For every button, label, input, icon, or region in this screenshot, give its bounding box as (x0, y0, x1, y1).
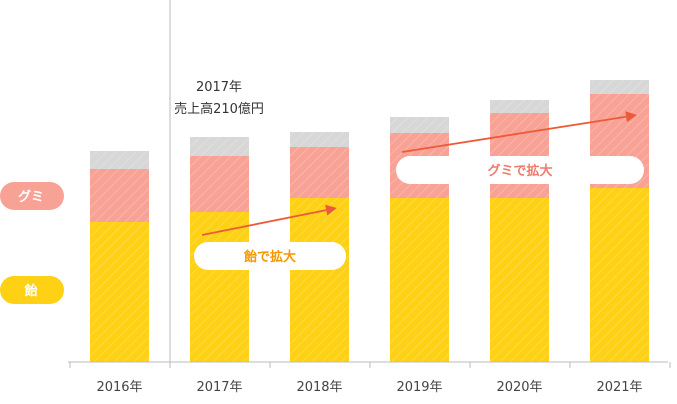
callout-pill (396, 156, 644, 184)
bar-1-4-hatch (390, 198, 449, 362)
x-tick-label: 2019年 (396, 380, 442, 395)
callout-label: 飴で拡大 (243, 249, 296, 265)
callout-arrow-line (401, 115, 627, 153)
bar-3-1-hatch (90, 151, 149, 169)
bar-3-2-hatch (190, 137, 249, 156)
bar-1-5-hatch (490, 198, 549, 362)
callout-arrow-head (625, 111, 637, 123)
legend-label: グミ (18, 189, 44, 205)
x-tick-label: 2016年 (96, 380, 142, 395)
callout-arrow-head (325, 204, 337, 216)
annotation-line-1: 2017年 (196, 80, 242, 95)
bar-2-5-hatch (490, 113, 549, 198)
callout-pill (194, 242, 346, 270)
legend: グミ飴 (0, 182, 64, 304)
year-annotation: 2017年 売上高210億円 (169, 0, 264, 368)
legend-pill (0, 182, 64, 210)
bar-1-3-hatch (290, 198, 349, 362)
legend-label: 飴 (23, 283, 37, 299)
x-tick-label: 2018年 (296, 380, 342, 395)
bar-2-3-hatch (290, 147, 349, 198)
bar-3-4-hatch (390, 117, 449, 133)
bar-1-6-hatch (590, 188, 649, 362)
callout-arrow-line (201, 209, 327, 236)
bar-2-1-hatch (90, 169, 149, 222)
x-axis (68, 361, 671, 368)
x-tick-label: 2021年 (596, 380, 642, 395)
callout-label: グミで拡大 (487, 163, 552, 179)
bar-3-6-hatch (590, 80, 649, 94)
bar-3-3-hatch (290, 132, 349, 147)
bar-2-2-hatch (190, 156, 249, 212)
legend-pill (0, 276, 64, 304)
bar-1-1-hatch (90, 222, 149, 362)
bar-1-2-hatch (190, 212, 249, 362)
x-tick-label: 2020年 (496, 380, 542, 395)
callouts: 飴で拡大 グミで拡大 (194, 111, 644, 270)
x-tick-labels: 2016年 2017年 2018年 2019年 2020年 2021年 (96, 380, 642, 395)
annotation-line-2: 売上高210億円 (174, 101, 264, 117)
bar-3-5-hatch (490, 100, 549, 113)
x-tick-label: 2017年 (196, 380, 242, 395)
bars (90, 80, 649, 362)
